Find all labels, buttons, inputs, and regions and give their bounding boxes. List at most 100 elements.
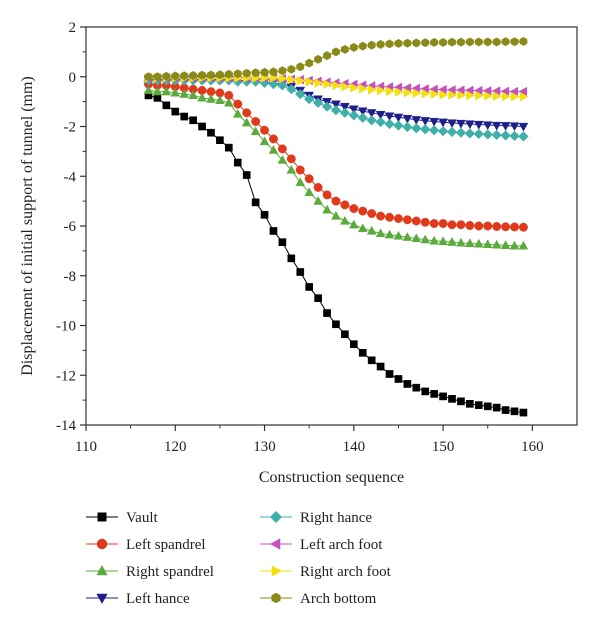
data-point-right-hance bbox=[286, 84, 297, 95]
legend-item-right-arch-foot: Right arch foot bbox=[260, 564, 392, 580]
data-point-left-spandrel bbox=[358, 206, 368, 216]
data-point-right-arch-foot bbox=[323, 79, 333, 90]
x-tick-label: 110 bbox=[75, 439, 97, 455]
legend: Vault Left spandrel Right spandrel Left han… bbox=[86, 510, 392, 607]
data-point-arch-bottom bbox=[216, 70, 224, 80]
data-point-arch-bottom bbox=[251, 68, 260, 78]
data-point-right-hance bbox=[446, 126, 458, 138]
data-point-vault bbox=[323, 309, 331, 317]
data-point-right-arch-foot bbox=[457, 90, 467, 100]
data-point-vault bbox=[189, 116, 197, 125]
data-point-right-spandrel bbox=[518, 240, 529, 250]
data-point-vault bbox=[421, 387, 430, 396]
data-point-arch-bottom bbox=[144, 72, 153, 82]
data-point-right-spandrel bbox=[241, 117, 252, 127]
data-point-left-hance bbox=[393, 113, 404, 123]
data-point-right-hance bbox=[393, 120, 404, 131]
data-point-vault bbox=[519, 408, 528, 417]
data-point-arch-bottom bbox=[376, 39, 385, 49]
data-point-vault bbox=[349, 340, 358, 348]
data-point-left-spandrel bbox=[510, 222, 519, 232]
legend-item-left-hance: Left hance bbox=[86, 591, 190, 607]
data-point-right-arch-foot bbox=[412, 88, 422, 99]
y-tick-label: -14 bbox=[56, 418, 76, 434]
data-point-vault bbox=[251, 198, 260, 207]
data-point-right-spandrel bbox=[482, 239, 493, 249]
data-point-left-spandrel bbox=[242, 108, 252, 118]
legend-label: Left arch foot bbox=[300, 537, 383, 553]
data-point-vault bbox=[305, 283, 314, 291]
data-point-right-arch-foot bbox=[296, 75, 306, 86]
data-point-right-spandrel bbox=[438, 236, 448, 246]
data-point-vault bbox=[341, 330, 349, 339]
data-point-arch-bottom bbox=[367, 40, 376, 50]
data-point-right-arch-foot bbox=[484, 91, 493, 101]
data-point-right-spandrel bbox=[188, 90, 198, 100]
data-point-left-spandrel bbox=[295, 165, 305, 175]
data-point-arch-bottom bbox=[501, 37, 510, 47]
legend-label: Right hance bbox=[300, 510, 372, 526]
data-point-arch-bottom bbox=[474, 37, 483, 47]
data-point-left-spandrel bbox=[233, 99, 243, 109]
data-point-right-arch-foot bbox=[493, 91, 502, 101]
data-point-right-arch-foot bbox=[278, 73, 288, 84]
legend-marker bbox=[97, 512, 107, 522]
data-point-arch-bottom bbox=[189, 71, 198, 80]
legend-label: Right spandrel bbox=[126, 564, 214, 580]
data-point-right-arch-foot bbox=[475, 90, 484, 101]
data-point-vault bbox=[412, 383, 421, 392]
data-point-arch-bottom bbox=[385, 39, 394, 49]
x-tick-label: 150 bbox=[432, 439, 455, 455]
data-point-arch-bottom bbox=[465, 37, 474, 47]
series-arch-bottom bbox=[144, 36, 528, 82]
legend-item-left-spandrel: Left spandrel bbox=[86, 537, 206, 553]
data-point-right-arch-foot bbox=[350, 82, 359, 93]
data-point-left-spandrel bbox=[492, 222, 502, 231]
data-point-left-spandrel bbox=[260, 125, 269, 135]
data-point-right-spandrel bbox=[366, 225, 377, 235]
data-point-vault bbox=[501, 406, 510, 414]
data-point-right-hance bbox=[473, 128, 484, 140]
data-point-left-spandrel bbox=[349, 204, 359, 214]
x-axis: 110 120 130 140 150 160 bbox=[75, 425, 544, 455]
legend-marker bbox=[271, 592, 281, 604]
data-point-vault bbox=[448, 395, 456, 403]
data-point-left-hance bbox=[348, 105, 359, 115]
data-point-right-arch-foot bbox=[341, 81, 351, 92]
data-point-right-spandrel bbox=[259, 136, 270, 146]
data-point-right-spandrel bbox=[286, 164, 297, 174]
legend-marker bbox=[271, 565, 283, 577]
data-point-right-spandrel bbox=[250, 126, 261, 136]
data-point-left-hance bbox=[473, 120, 484, 130]
data-point-right-spandrel bbox=[491, 239, 502, 249]
y-tick-label: -2 bbox=[64, 120, 77, 136]
data-point-left-spandrel bbox=[269, 134, 278, 144]
legend-marker bbox=[96, 593, 108, 605]
data-point-vault bbox=[492, 403, 501, 412]
data-point-vault bbox=[162, 101, 171, 110]
data-point-right-spandrel bbox=[384, 229, 395, 239]
data-point-left-spandrel bbox=[429, 219, 439, 228]
data-point-vault bbox=[233, 158, 242, 167]
data-point-arch-bottom bbox=[207, 70, 215, 80]
data-point-vault bbox=[332, 320, 340, 329]
data-point-right-spandrel bbox=[170, 87, 181, 97]
data-point-right-spandrel bbox=[500, 240, 511, 250]
data-point-vault bbox=[207, 128, 215, 137]
data-point-right-arch-foot bbox=[430, 89, 440, 99]
data-point-vault bbox=[510, 407, 519, 416]
data-point-right-hance bbox=[420, 124, 431, 135]
data-point-vault bbox=[367, 356, 376, 365]
legend-item-right-hance: Right hance bbox=[260, 510, 372, 526]
data-point-right-hance bbox=[357, 112, 368, 123]
data-point-vault bbox=[439, 392, 447, 401]
data-point-right-arch-foot bbox=[403, 87, 413, 98]
data-point-right-spandrel bbox=[456, 237, 466, 247]
data-point-vault bbox=[287, 254, 296, 263]
data-point-right-spandrel bbox=[429, 235, 439, 245]
data-point-right-hance bbox=[339, 107, 351, 119]
data-point-arch-bottom bbox=[314, 54, 322, 64]
data-point-vault bbox=[376, 362, 385, 371]
data-point-right-spandrel bbox=[224, 97, 234, 107]
